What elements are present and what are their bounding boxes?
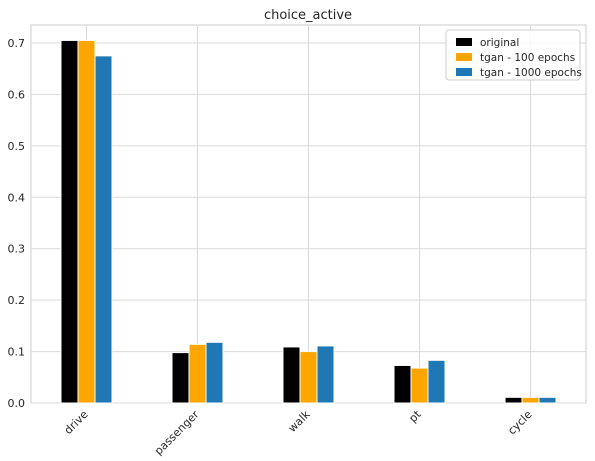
legend-swatch: [456, 53, 472, 61]
bar-cycle-1: [521, 396, 540, 404]
y-tick-label: 0.5: [8, 140, 26, 153]
x-tick-label: pt: [406, 407, 424, 425]
bar-cycle-2: [538, 396, 557, 404]
x-tick-label: cycle: [505, 408, 534, 437]
legend-box: [445, 29, 581, 81]
legend-swatch: [456, 38, 472, 46]
y-tick-label: 0.0: [8, 397, 26, 410]
legend-swatch: [456, 68, 472, 76]
bar-pt-0: [393, 364, 412, 404]
legend-label: original: [480, 37, 519, 49]
bar-pt-1: [410, 367, 429, 404]
x-tick-label: walk: [286, 407, 313, 434]
bar-drive-0: [60, 39, 79, 404]
y-tick-label: 0.1: [8, 346, 26, 359]
x-axis: drive passenger walk pt cycle: [62, 407, 535, 457]
y-tick-label: 0.4: [8, 191, 26, 204]
x-tick-label: drive: [62, 408, 91, 437]
y-tick-label: 0.7: [8, 37, 26, 50]
bar-walk-0: [282, 346, 301, 404]
bar-passenger-1: [188, 343, 207, 404]
bar-walk-1: [299, 351, 318, 404]
bar-passenger-2: [205, 341, 224, 404]
bar-pt-2: [427, 359, 446, 404]
y-axis: 0.0 0.1 0.2 0.3 0.4 0.5 0.6 0.7: [8, 37, 26, 410]
legend-label: tgan - 1000 epochs: [480, 67, 582, 79]
chart-title: choice_active: [264, 8, 352, 23]
bar-walk-2: [316, 345, 335, 404]
legend-label: tgan - 100 epochs: [480, 52, 575, 64]
bar-passenger-0: [171, 352, 190, 404]
y-tick-label: 0.6: [8, 88, 26, 101]
bar-cycle-0: [504, 396, 523, 404]
x-tick-label: passenger: [152, 408, 202, 458]
bar-drive-2: [94, 55, 113, 404]
y-tick-label: 0.3: [8, 243, 26, 256]
legend: original tgan - 100 epochs tgan - 1000 epo…: [445, 29, 582, 81]
y-tick-label: 0.2: [8, 294, 26, 307]
bar-drive-1: [77, 39, 96, 404]
bars-group: [60, 39, 557, 404]
